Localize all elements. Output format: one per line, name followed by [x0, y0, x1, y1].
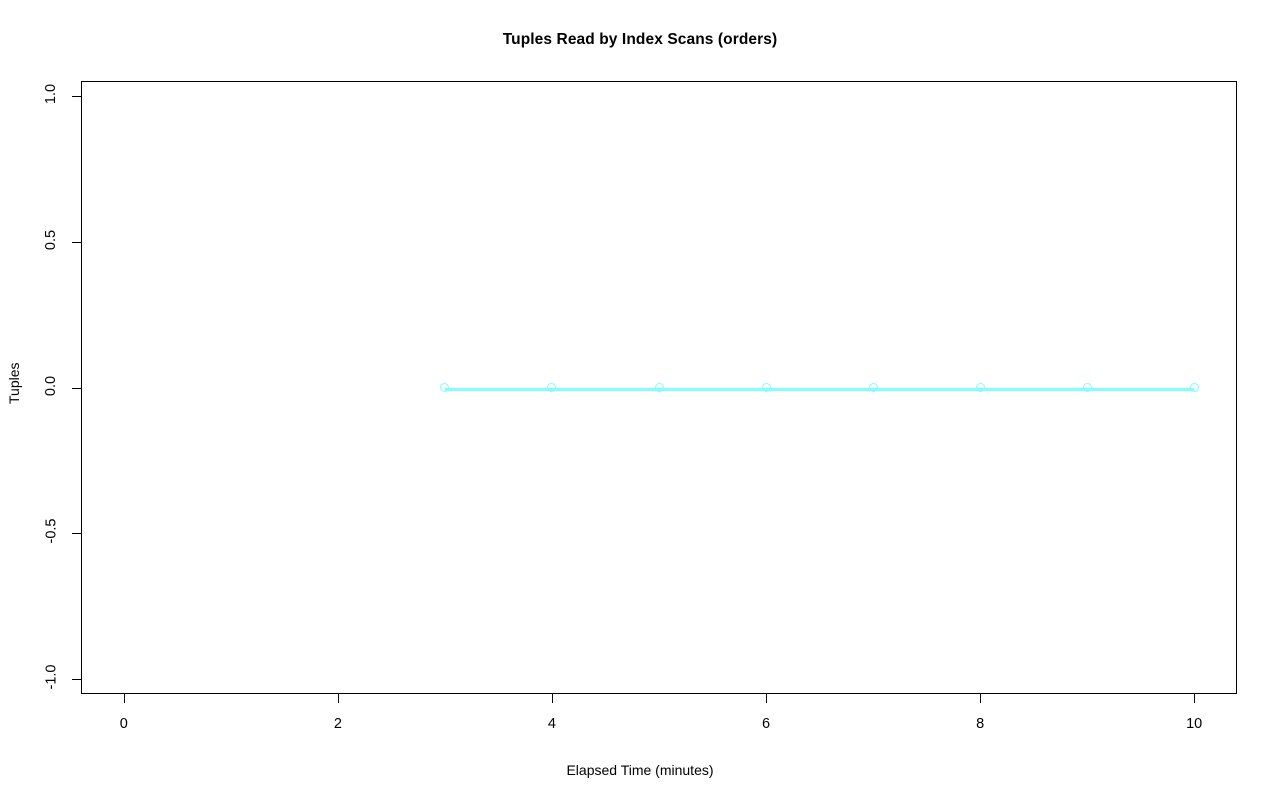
- x-axis-tick-label: 6: [761, 716, 771, 732]
- y-axis-tick: [72, 533, 81, 535]
- x-axis-tick-label: 2: [333, 716, 342, 732]
- y-axis-tick-label: -1.0: [34, 665, 68, 690]
- y-axis-tick-label: 0.5: [34, 229, 68, 250]
- y-axis-label: Tuples: [0, 355, 28, 425]
- x-axis-tick: [766, 694, 768, 703]
- y-axis-label-text: Tuples: [6, 362, 22, 404]
- x-axis-tick-label: 0: [119, 716, 128, 732]
- x-axis-tick: [337, 694, 339, 703]
- x-axis-tick-label: 4: [547, 716, 556, 732]
- y-axis-tick: [72, 387, 81, 389]
- x-axis-tick: [980, 694, 982, 703]
- y-axis-tick-label-text: -1.0: [43, 664, 59, 690]
- x-axis-tick-label: 8: [976, 716, 985, 732]
- x-axis-label: Elapsed Time (minutes): [566, 762, 714, 778]
- y-axis-tick-label: 1.0: [34, 83, 68, 104]
- y-axis-tick: [72, 241, 81, 243]
- y-axis-tick: [72, 95, 81, 97]
- x-axis-tick: [123, 694, 125, 703]
- y-axis-tick-label-text: 0.5: [42, 229, 59, 250]
- chart-title: Tuples Read by Index Scans (orders): [502, 31, 778, 48]
- y-axis-tick: [72, 679, 81, 681]
- y-axis-tick-label-text: 1.0: [42, 83, 59, 104]
- y-axis-tick-label-text: -0.5: [43, 518, 59, 544]
- x-axis-tick: [551, 694, 553, 703]
- x-axis-tick: [1194, 694, 1196, 703]
- x-axis-tick-label: 10: [1186, 716, 1203, 732]
- y-axis-tick-label: -0.5: [34, 519, 68, 544]
- plot-frame: [81, 81, 1237, 694]
